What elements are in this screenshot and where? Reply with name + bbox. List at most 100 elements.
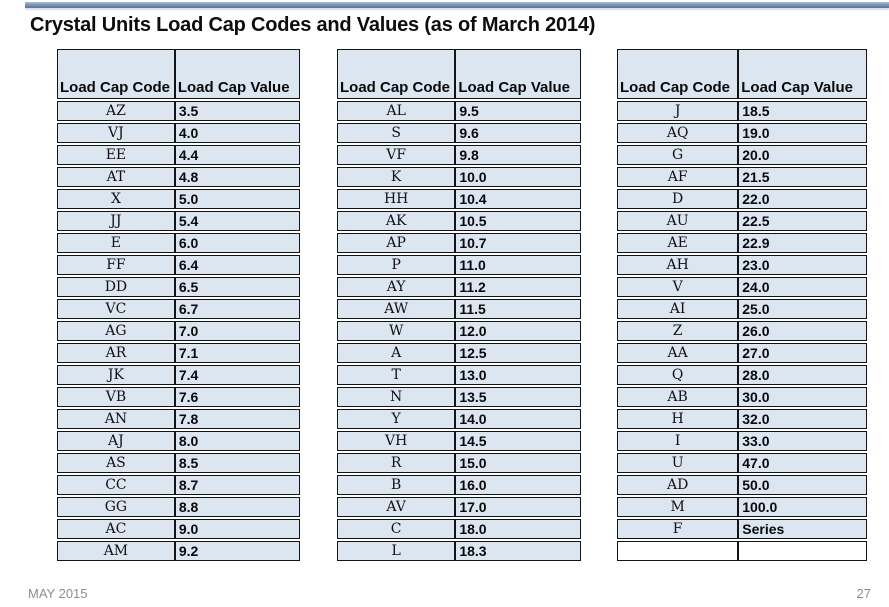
load-cap-value-cell: 11.5 (455, 299, 581, 319)
load-cap-value-cell: 8.8 (174, 497, 300, 517)
load-cap-code-cell: AM (57, 541, 175, 561)
load-cap-code-cell: B (337, 475, 456, 495)
load-cap-code-cell: VF (337, 145, 456, 165)
load-cap-value-cell: 9.0 (174, 519, 300, 539)
load-cap-code-cell: Y (337, 409, 456, 429)
load-cap-value-cell: 17.0 (455, 497, 581, 517)
table-row: F Series (617, 519, 867, 539)
load-cap-value-cell: 14.5 (455, 431, 581, 451)
load-cap-code-cell: CC (57, 475, 175, 495)
load-cap-code-cell: K (337, 167, 456, 187)
load-cap-code-cell: AH (617, 255, 739, 275)
load-cap-value-cell: 12.5 (455, 343, 581, 363)
load-cap-code-cell: AU (617, 211, 739, 231)
load-cap-code-cell: H (617, 409, 739, 429)
load-cap-code-cell: AY (337, 277, 456, 297)
load-cap-value-cell: 16.0 (455, 475, 581, 495)
table-row: G 20.0 (617, 145, 867, 165)
load-cap-value-cell: 11.2 (455, 277, 581, 297)
load-cap-value-cell: 100.0 (738, 497, 867, 517)
table-row: VH 14.5 (337, 431, 581, 451)
load-cap-code-cell: AL (337, 101, 456, 121)
load-cap-value-cell: 27.0 (738, 343, 867, 363)
table-row: S 9.6 (337, 123, 581, 143)
table-row: K 10.0 (337, 167, 581, 187)
load-cap-code-cell: AP (337, 233, 456, 253)
load-cap-code-cell: JJ (57, 211, 175, 231)
table-row: VJ 4.0 (57, 123, 300, 143)
table-row: AI 25.0 (617, 299, 867, 319)
load-cap-code-cell: AG (57, 321, 175, 341)
table-row: VC 6.7 (57, 299, 300, 319)
table-row: AU 22.5 (617, 211, 867, 231)
load-cap-code-cell: AD (617, 475, 739, 495)
table-row: AR 7.1 (57, 343, 300, 363)
load-cap-code-cell: AE (617, 233, 739, 253)
load-cap-code-cell: AA (617, 343, 739, 363)
load-cap-table-3: Load Cap Code Load Cap Value J 18.5 AQ 19.0 G 2… (617, 47, 867, 563)
load-cap-code-cell: R (337, 453, 456, 473)
load-cap-code-cell: W (337, 321, 456, 341)
table-row: AJ 8.0 (57, 431, 300, 451)
load-cap-value-cell: 19.0 (738, 123, 867, 143)
load-cap-code-cell: C (337, 519, 456, 539)
load-cap-code-cell: VH (337, 431, 456, 451)
load-cap-code-cell: I (617, 431, 739, 451)
load-cap-code-cell: GG (57, 497, 175, 517)
table-row: V 24.0 (617, 277, 867, 297)
table-row: AP 10.7 (337, 233, 581, 253)
load-cap-value-cell: 33.0 (738, 431, 867, 451)
load-cap-value-cell: 47.0 (738, 453, 867, 473)
load-cap-value-cell: 21.5 (738, 167, 867, 187)
header-row: Load Cap Code Load Cap Value (57, 49, 300, 99)
table-row: M 100.0 (617, 497, 867, 517)
load-cap-code-cell: AT (57, 167, 175, 187)
load-cap-value-cell: 13.0 (455, 365, 581, 385)
load-cap-value-cell: 18.5 (738, 101, 867, 121)
load-cap-value-cell: 50.0 (738, 475, 867, 495)
column-header: Load Cap Code (337, 49, 456, 99)
table-row: P 11.0 (337, 255, 581, 275)
load-cap-code-cell: EE (57, 145, 175, 165)
table-row: Q 28.0 (617, 365, 867, 385)
table-row: AA 27.0 (617, 343, 867, 363)
load-cap-code-cell: P (337, 255, 456, 275)
column-header: Load Cap Value (738, 49, 867, 99)
load-cap-value-cell: 24.0 (738, 277, 867, 297)
load-cap-value-cell: 7.1 (174, 343, 300, 363)
load-cap-code-cell: VJ (57, 123, 175, 143)
load-cap-value-cell: 26.0 (738, 321, 867, 341)
load-cap-code-cell: AQ (617, 123, 739, 143)
table-row: AD 50.0 (617, 475, 867, 495)
load-cap-value-cell: 13.5 (455, 387, 581, 407)
table-row: I 33.0 (617, 431, 867, 451)
load-cap-code-cell: AB (617, 387, 739, 407)
table-row: EE 4.4 (57, 145, 300, 165)
table-row: AQ 19.0 (617, 123, 867, 143)
load-cap-value-cell: 22.0 (738, 189, 867, 209)
table-row: AS 8.5 (57, 453, 300, 473)
load-cap-value-cell: 12.0 (455, 321, 581, 341)
load-cap-value-cell: 30.0 (738, 387, 867, 407)
table-row: D 22.0 (617, 189, 867, 209)
load-cap-value-cell: 4.4 (174, 145, 300, 165)
load-cap-code-cell: Z (617, 321, 739, 341)
table-row: T 13.0 (337, 365, 581, 385)
load-cap-value-cell: 28.0 (738, 365, 867, 385)
column-header: Load Cap Code (617, 49, 739, 99)
load-cap-code-cell: VB (57, 387, 175, 407)
load-cap-value-cell: 32.0 (738, 409, 867, 429)
table-row: Y 14.0 (337, 409, 581, 429)
load-cap-value-cell: 7.0 (174, 321, 300, 341)
load-cap-code-cell: V (617, 277, 739, 297)
table-row: H 32.0 (617, 409, 867, 429)
load-cap-value-cell: 7.4 (174, 365, 300, 385)
table-row: AZ 3.5 (57, 101, 300, 121)
table-row: JJ 5.4 (57, 211, 300, 231)
load-cap-code-cell: AC (57, 519, 175, 539)
table-row: CC 8.7 (57, 475, 300, 495)
load-cap-code-cell: E (57, 233, 175, 253)
table-row: AK 10.5 (337, 211, 581, 231)
table-row: VF 9.8 (337, 145, 581, 165)
load-cap-value-cell: 20.0 (738, 145, 867, 165)
